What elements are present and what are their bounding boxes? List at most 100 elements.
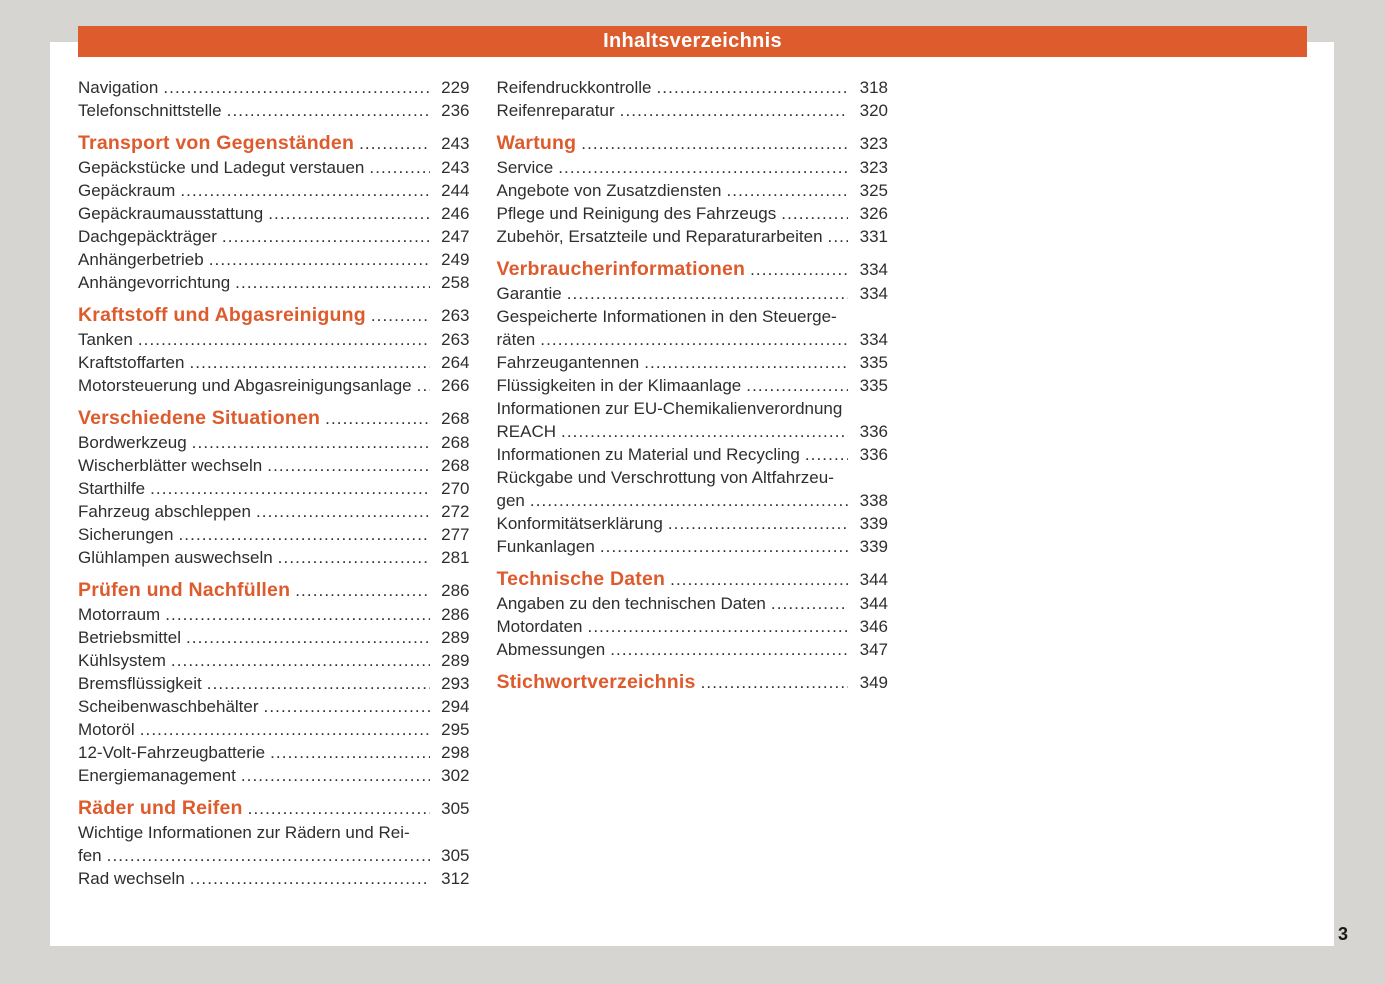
toc-entry-page: 277 <box>441 525 470 544</box>
toc-entry[interactable]: Navigation 229 <box>78 76 470 99</box>
toc-entry[interactable]: Kühlsystem 289 <box>78 649 470 672</box>
toc-entry-page: 286 <box>441 605 470 624</box>
toc-entry-page: 334 <box>859 284 888 303</box>
toc-entry[interactable]: REACH 336 <box>497 420 889 443</box>
toc-entry[interactable]: Motorraum 286 <box>78 603 470 626</box>
toc-entry[interactable]: Wischerblätter wechseln 268 <box>78 454 470 477</box>
toc-entry[interactable]: Gepäckraum 244 <box>78 179 470 202</box>
toc-entry-label: räten <box>496 330 536 349</box>
toc-entry-label: Prüfen und Nachfüllen <box>78 579 291 601</box>
toc-entry[interactable]: Bremsflüssigkeit 293 <box>78 672 470 695</box>
toc-section-heading[interactable]: Kraftstoff und Abgasreinigung 263 <box>78 302 470 328</box>
toc-entry[interactable]: Angebote von Zusatzdiensten 325 <box>497 179 889 202</box>
dot-leader <box>248 796 430 822</box>
toc-entry[interactable]: Betriebsmittel 289 <box>78 626 470 649</box>
toc-entry-page: 305 <box>441 846 470 865</box>
toc-entry-continuation[interactable]: Gespeicherte Informationen in den Steuer… <box>497 305 889 328</box>
toc-entry-page: 318 <box>859 78 888 97</box>
toc-entry[interactable]: Reifenreparatur 320 <box>497 99 889 122</box>
toc-entry-label: gen <box>496 491 525 510</box>
toc-entry-continuation[interactable]: Informationen zur EU-Chemikalienverordnu… <box>497 397 889 420</box>
toc-entry-continuation[interactable]: Wichtige Informationen zur Rädern und Re… <box>78 821 470 844</box>
toc-entry-page: 236 <box>441 101 470 120</box>
dot-leader <box>828 225 848 248</box>
toc-entry[interactable]: Anhängevorrichtung 258 <box>78 271 470 294</box>
toc-entry[interactable]: Fahrzeugantennen 335 <box>497 351 889 374</box>
dot-leader <box>726 179 848 202</box>
toc-entry-label: Verschiedene Situationen <box>78 407 321 429</box>
toc-section-heading[interactable]: Wartung 323 <box>497 130 889 156</box>
toc-entry[interactable]: fen 305 <box>78 844 470 867</box>
toc-entry[interactable]: Motorsteuerung und Abgasreinigungsanlage… <box>78 374 470 397</box>
toc-entry[interactable]: gen 338 <box>497 489 889 512</box>
toc-entry-label: Starthilfe <box>78 479 146 498</box>
toc-entry[interactable]: Funkanlagen 339 <box>497 535 889 558</box>
toc-entry[interactable]: Gepäckstücke und Ladegut verstauen 243 <box>78 156 470 179</box>
toc-section-heading[interactable]: Verbraucherinformationen 334 <box>497 256 889 282</box>
toc-entry[interactable]: Angaben zu den technischen Daten 344 <box>497 592 889 615</box>
toc-entry-page: 339 <box>859 514 888 533</box>
toc-entry[interactable]: Informationen zu Material und Recycling 3… <box>497 443 889 466</box>
toc-entry[interactable]: Tanken 263 <box>78 328 470 351</box>
toc-entry-page: 295 <box>441 720 470 739</box>
toc-section-heading[interactable]: Prüfen und Nachfüllen 286 <box>78 577 470 603</box>
toc-entry[interactable]: Energiemanagement 302 <box>78 764 470 787</box>
toc-entry[interactable]: Rad wechseln 312 <box>78 867 470 890</box>
toc-entry[interactable]: Garantie 334 <box>497 282 889 305</box>
toc-entry[interactable]: Scheibenwaschbehälter 294 <box>78 695 470 718</box>
dot-leader <box>567 282 848 305</box>
toc-entry[interactable]: Reifendruckkontrolle 318 <box>497 76 889 99</box>
toc-entry[interactable]: Starthilfe 270 <box>78 477 470 500</box>
toc-entry[interactable]: Service 323 <box>497 156 889 179</box>
dot-leader <box>610 638 848 661</box>
toc-entry-label: Gepäckstücke und Ladegut verstauen <box>78 158 365 177</box>
toc-entry[interactable]: Fahrzeug abschleppen 272 <box>78 500 470 523</box>
dot-leader <box>558 156 848 179</box>
toc-entry[interactable]: Dachgepäckträger 247 <box>78 225 470 248</box>
toc-entry-label: fen <box>78 846 102 865</box>
toc-section-heading[interactable]: Räder und Reifen 305 <box>78 795 470 821</box>
toc-entry-label: Verbraucherinformationen <box>496 258 746 280</box>
toc-entry-page: 268 <box>441 409 470 428</box>
toc-entry-page: 293 <box>441 674 470 693</box>
toc-section-heading[interactable]: Technische Daten 344 <box>497 566 889 592</box>
toc-entry[interactable]: Telefonschnittstelle 236 <box>78 99 470 122</box>
toc-section-heading[interactable]: Transport von Gegenständen 243 <box>78 130 470 156</box>
toc-entry[interactable]: 12-Volt-Fahrzeugbatterie 298 <box>78 741 470 764</box>
toc-entry-page: 272 <box>441 502 470 521</box>
toc-entry[interactable]: Konformitätserklärung 339 <box>497 512 889 535</box>
toc-section-heading[interactable]: Verschiedene Situationen 268 <box>78 405 470 431</box>
dot-leader <box>371 303 430 329</box>
dot-leader <box>241 764 430 787</box>
dot-leader <box>227 99 430 122</box>
toc-entry[interactable]: Pflege und Reinigung des Fahrzeugs 326 <box>497 202 889 225</box>
toc-entry-label: Garantie <box>496 284 562 303</box>
toc-entry-label: 12-Volt-Fahrzeugbatterie <box>78 743 266 762</box>
toc-entry[interactable]: Bordwerkzeug 268 <box>78 431 470 454</box>
toc-entry-page: 312 <box>441 869 470 888</box>
dot-leader <box>581 131 848 157</box>
dot-leader <box>209 248 430 271</box>
toc-entry[interactable]: Flüssigkeiten in der Klimaanlage 335 <box>497 374 889 397</box>
dot-leader <box>620 99 848 122</box>
toc-entry[interactable]: Kraftstoffarten 264 <box>78 351 470 374</box>
toc-entry[interactable]: Sicherungen 277 <box>78 523 470 546</box>
toc-entry[interactable]: räten 334 <box>497 328 889 351</box>
dot-leader <box>644 351 848 374</box>
toc-entry-page: 249 <box>441 250 470 269</box>
toc-entry[interactable]: Motoröl 295 <box>78 718 470 741</box>
dot-leader <box>588 615 849 638</box>
dot-leader <box>746 374 848 397</box>
toc-entry[interactable]: Zubehör, Ersatzteile und Reparaturarbeit… <box>497 225 889 248</box>
toc-entry[interactable]: Abmessungen 347 <box>497 638 889 661</box>
toc-section-heading[interactable]: Stichwortverzeichnis 349 <box>497 669 889 695</box>
toc-entry[interactable]: Motordaten 346 <box>497 615 889 638</box>
dot-leader <box>668 512 848 535</box>
dot-leader <box>190 867 430 890</box>
toc-entry[interactable]: Glühlampen auswechseln 281 <box>78 546 470 569</box>
toc-entry-continuation[interactable]: Rückgabe und Verschrottung von Altfahrze… <box>497 466 889 489</box>
toc-entry-label: Angebote von Zusatzdiensten <box>496 181 722 200</box>
toc-entry[interactable]: Gepäckraumausstattung 246 <box>78 202 470 225</box>
dot-leader <box>264 695 430 718</box>
toc-entry[interactable]: Anhängerbetrieb 249 <box>78 248 470 271</box>
